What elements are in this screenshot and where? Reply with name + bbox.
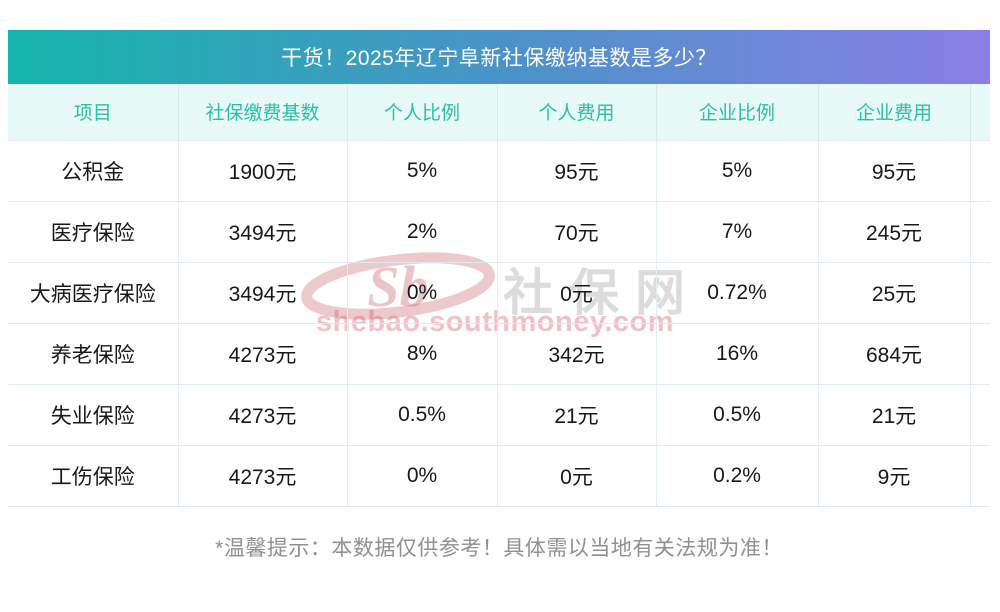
- cell-personal-fee: 342元: [497, 323, 657, 385]
- table-row: 医疗保险 3494元 2% 70元 7% 245元: [8, 201, 990, 263]
- column-header-company-fee: 企业费用: [818, 84, 971, 141]
- cell-personal-rate: 0%: [347, 262, 498, 324]
- cell-item: 大病医疗保险: [8, 262, 179, 324]
- cell-item: 失业保险: [8, 384, 179, 446]
- cell-item: 工伤保险: [8, 445, 179, 507]
- table-row: 养老保险 4273元 8% 342元 16% 684元: [8, 323, 990, 385]
- cell-base: 4273元: [178, 445, 348, 507]
- cell-company-fee: 95元: [818, 140, 971, 202]
- cell-company-rate: 0.2%: [656, 445, 819, 507]
- table-row: 失业保险 4273元 0.5% 21元 0.5% 21元: [8, 384, 990, 446]
- cell-personal-rate: 5%: [347, 140, 498, 202]
- cell-base: 4273元: [178, 323, 348, 385]
- table-row: 工伤保险 4273元 0% 0元 0.2% 9元: [8, 445, 990, 507]
- cell-company-fee: 684元: [818, 323, 971, 385]
- cell-personal-rate: 8%: [347, 323, 498, 385]
- column-header-personal-rate: 个人比例: [347, 84, 498, 141]
- cell-personal-rate: 2%: [347, 201, 498, 263]
- table-row: 公积金 1900元 5% 95元 5% 95元: [8, 140, 990, 202]
- empty-gutter-cell: [970, 140, 990, 202]
- social-insurance-table-wrap: 项目 社保缴费基数 个人比例 个人费用 企业比例 企业费用 公积金 1900元 5%…: [8, 84, 990, 507]
- cell-personal-fee: 0元: [497, 262, 657, 324]
- empty-gutter-cell: [970, 323, 990, 385]
- cell-item: 医疗保险: [8, 201, 179, 263]
- cell-personal-fee: 95元: [497, 140, 657, 202]
- page-title: 干货！2025年辽宁阜新社保缴纳基数是多少？: [281, 47, 717, 70]
- cell-base: 3494元: [178, 201, 348, 263]
- cell-base: 4273元: [178, 384, 348, 446]
- empty-gutter-cell: [970, 445, 990, 507]
- cell-base: 3494元: [178, 262, 348, 324]
- footer-note: *温馨提示：本数据仅供参考！具体需以当地有关法规为准！: [215, 537, 783, 560]
- cell-personal-rate: 0.5%: [347, 384, 498, 446]
- empty-gutter-header: [970, 84, 990, 141]
- cell-company-rate: 0.5%: [656, 384, 819, 446]
- cell-base: 1900元: [178, 140, 348, 202]
- column-header-item: 项目: [8, 84, 179, 141]
- table-row: 大病医疗保险 3494元 0% 0元 0.72% 25元: [8, 262, 990, 324]
- column-header-personal-fee: 个人费用: [497, 84, 657, 141]
- column-header-company-rate: 企业比例: [656, 84, 819, 141]
- empty-gutter-cell: [970, 201, 990, 263]
- cell-personal-fee: 70元: [497, 201, 657, 263]
- cell-personal-rate: 0%: [347, 445, 498, 507]
- cell-company-rate: 0.72%: [656, 262, 819, 324]
- social-insurance-table: 项目 社保缴费基数 个人比例 个人费用 企业比例 企业费用 公积金 1900元 5%…: [8, 84, 990, 507]
- title-bar: 干货！2025年辽宁阜新社保缴纳基数是多少？: [8, 30, 990, 84]
- cell-company-fee: 9元: [818, 445, 971, 507]
- cell-personal-fee: 21元: [497, 384, 657, 446]
- cell-company-fee: 25元: [818, 262, 971, 324]
- empty-gutter-cell: [970, 262, 990, 324]
- cell-item: 公积金: [8, 140, 179, 202]
- cell-company-rate: 7%: [656, 201, 819, 263]
- table-body: 公积金 1900元 5% 95元 5% 95元 医疗保险 3494元 2% 70元 7% 245元 大病…: [8, 140, 990, 507]
- cell-company-rate: 16%: [656, 323, 819, 385]
- cell-company-fee: 21元: [818, 384, 971, 446]
- cell-personal-fee: 0元: [497, 445, 657, 507]
- table-header-row: 项目 社保缴费基数 个人比例 个人费用 企业比例 企业费用: [8, 84, 990, 141]
- cell-company-fee: 245元: [818, 201, 971, 263]
- column-header-base: 社保缴费基数: [178, 84, 348, 141]
- cell-company-rate: 5%: [656, 140, 819, 202]
- cell-item: 养老保险: [8, 323, 179, 385]
- empty-gutter-cell: [970, 384, 990, 446]
